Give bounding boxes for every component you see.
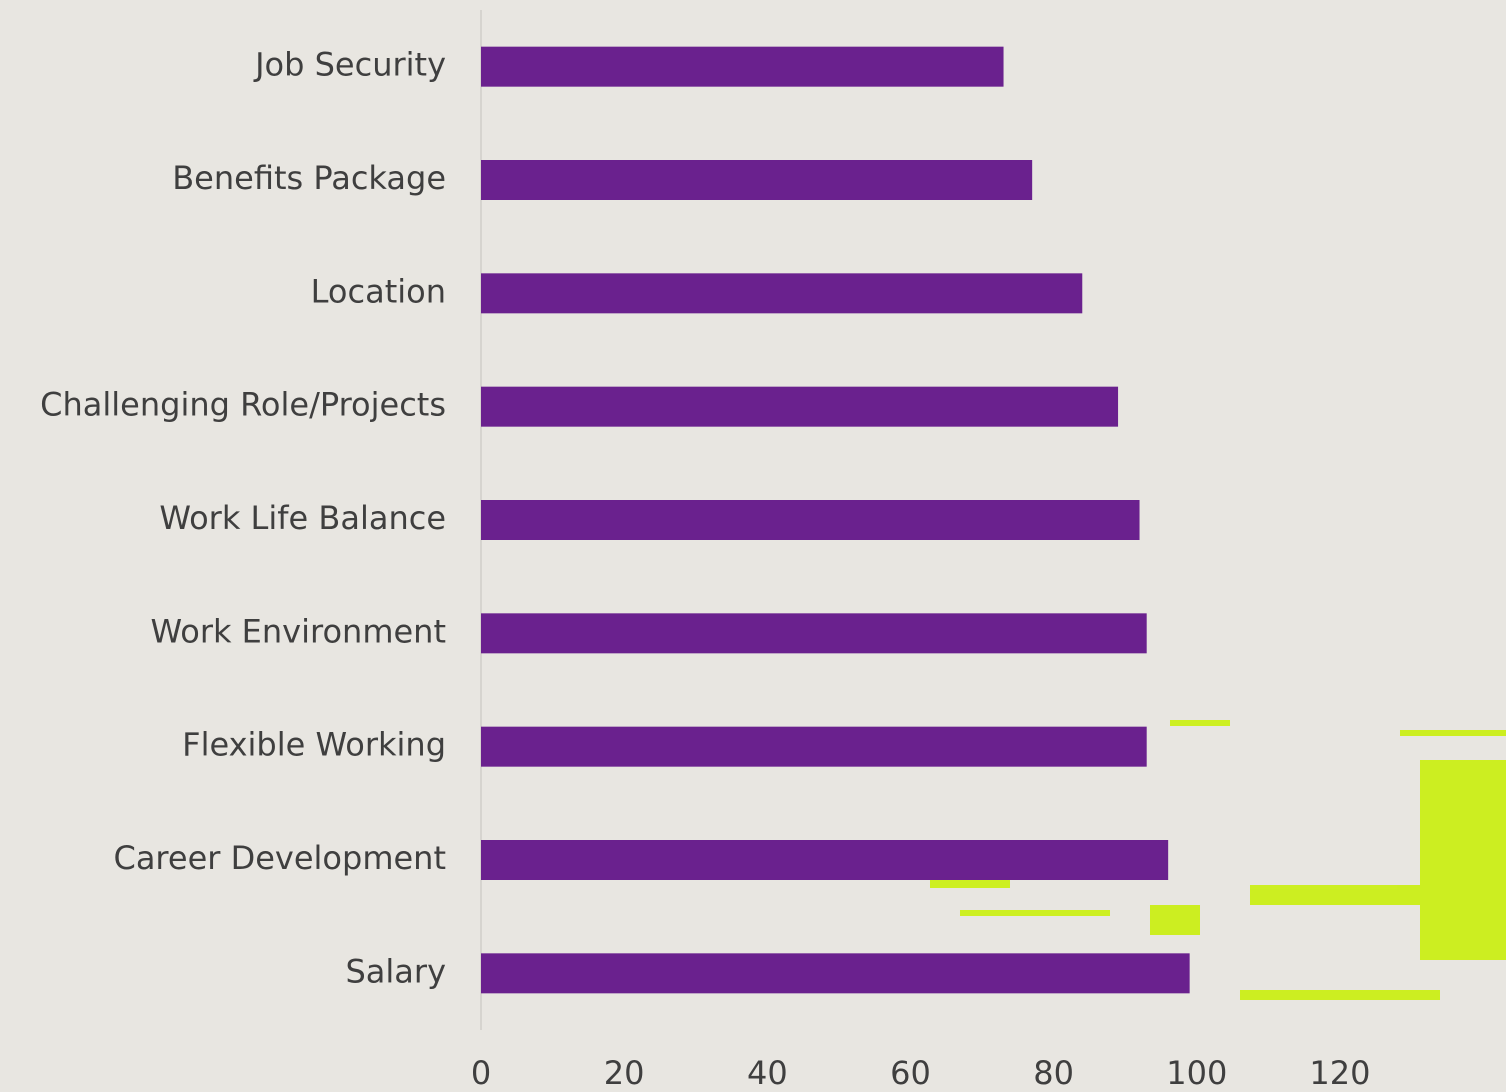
decoration	[930, 720, 1506, 1000]
bar	[481, 953, 1190, 994]
y-tick-label: Job Security	[253, 46, 446, 84]
x-tick-label: 20	[604, 1054, 645, 1092]
bar	[481, 840, 1169, 880]
bar	[481, 613, 1147, 654]
y-tick-label: Salary	[345, 952, 446, 990]
x-tick-label: 120	[1309, 1054, 1370, 1092]
bar	[481, 273, 1083, 314]
x-tick-label: 0	[471, 1054, 491, 1092]
bar	[481, 726, 1147, 767]
x-tick-label: 40	[747, 1054, 788, 1092]
bar	[481, 500, 1140, 540]
y-tick-label: Work Environment	[150, 612, 446, 650]
x-tick-label: 60	[890, 1054, 931, 1092]
y-tick-label: Flexible Working	[182, 726, 446, 764]
x-tick-label: 80	[1033, 1054, 1074, 1092]
bar	[481, 160, 1033, 200]
x-tick-label: 100	[1166, 1054, 1227, 1092]
y-tick-label: Career Development	[113, 839, 446, 877]
y-tick-label: Benefits Package	[172, 159, 446, 197]
bar	[481, 46, 1004, 87]
y-tick-label: Location	[311, 272, 446, 310]
y-tick-label: Work Life Balance	[159, 499, 446, 537]
y-tick-label: Challenging Role/Projects	[40, 386, 446, 424]
bar	[481, 386, 1119, 427]
